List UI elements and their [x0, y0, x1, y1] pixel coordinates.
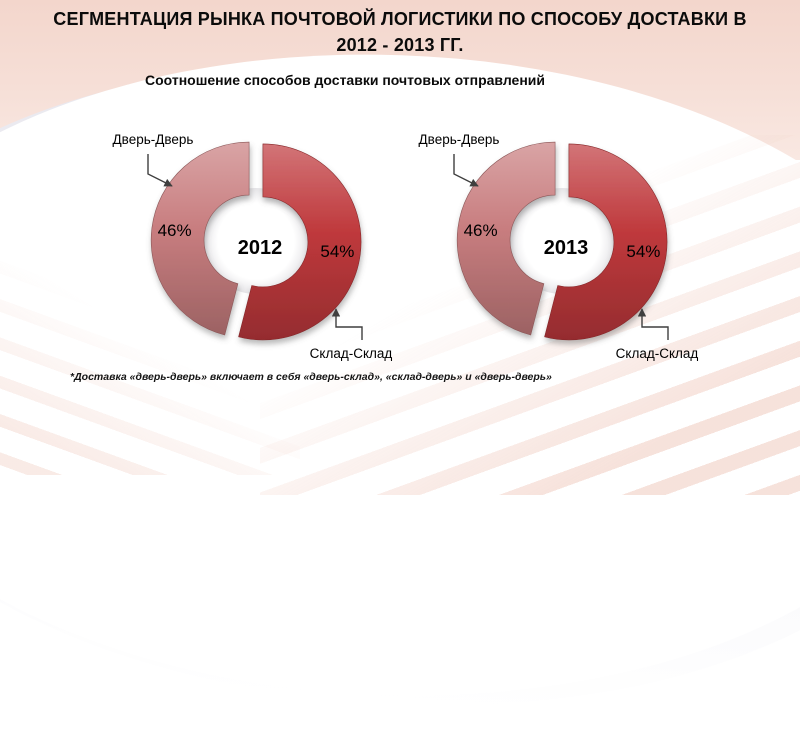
callout-label-warehouse-warehouse: Склад-Склад	[615, 346, 699, 361]
donut-hole	[203, 188, 309, 294]
donut-svg: 54% 46% 2013	[453, 141, 669, 341]
segment-warehouse-warehouse	[544, 143, 668, 341]
callout-label-door-door: Дверь-Дверь	[418, 132, 500, 147]
segment-warehouse-warehouse	[238, 143, 362, 341]
callout-arrow-door-door	[147, 154, 173, 187]
donut-segments	[150, 141, 362, 341]
page-title-line2: 2012 - 2013 ГГ.	[336, 35, 464, 55]
percent-label: 54%	[320, 242, 354, 261]
percent-label: 54%	[626, 242, 660, 261]
callout-arrow-warehouse-warehouse	[331, 308, 363, 340]
donut-chart-2013: 54% 46% 2013 Дверь-Дверь Склад-Склад	[397, 118, 737, 378]
year-center-label: 2012	[238, 237, 283, 259]
donut-hole	[509, 188, 615, 294]
segment-door-door	[456, 141, 556, 336]
callout-label-warehouse-warehouse: Склад-Склад	[309, 346, 393, 361]
percent-label: 46%	[158, 221, 192, 240]
year-center-label: 2013	[544, 237, 589, 259]
callout-label-door-door: Дверь-Дверь	[112, 132, 194, 147]
donut-svg: 54% 46% 2012	[147, 141, 363, 341]
donut-chart-2012: 54% 46% 2012 Дверь-Дверь Склад-Склад	[91, 118, 431, 378]
footnote: *Доставка «дверь-дверь» включает в себя …	[70, 371, 552, 383]
page-title: СЕГМЕНТАЦИЯ РЫНКА ПОЧТОВОЙ ЛОГИСТИКИ ПО …	[0, 6, 800, 58]
percent-label: 46%	[464, 221, 498, 240]
page-title-line1: СЕГМЕНТАЦИЯ РЫНКА ПОЧТОВОЙ ЛОГИСТИКИ ПО …	[53, 9, 747, 29]
callout-arrow-door-door	[453, 154, 479, 187]
segment-door-door	[150, 141, 250, 336]
chart-subtitle: Соотношение способов доставки почтовых о…	[144, 72, 546, 88]
callout-arrow-warehouse-warehouse	[637, 308, 669, 340]
donut-segments	[456, 141, 668, 341]
